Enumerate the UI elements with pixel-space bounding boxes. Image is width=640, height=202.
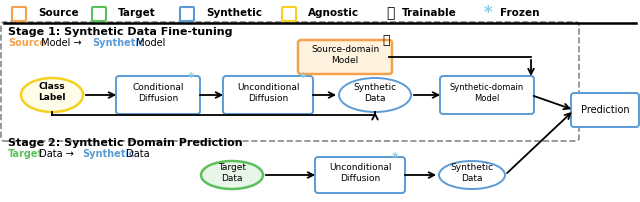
Text: 🔥: 🔥 [386,6,394,20]
Text: Synthetic
Data: Synthetic Data [353,83,397,103]
Text: Target: Target [8,149,43,159]
FancyBboxPatch shape [92,7,106,21]
FancyBboxPatch shape [116,76,200,114]
FancyBboxPatch shape [223,76,313,114]
Text: Source: Source [8,38,46,48]
Text: 🔥: 🔥 [382,35,390,47]
Text: Class
Label: Class Label [38,82,66,102]
FancyBboxPatch shape [298,40,392,74]
Text: *: * [392,152,398,164]
FancyBboxPatch shape [1,22,579,141]
Ellipse shape [201,161,263,189]
Text: Agnostic: Agnostic [308,8,359,18]
FancyBboxPatch shape [571,93,639,127]
Text: Model: Model [133,38,165,48]
Text: Synthetic: Synthetic [82,149,134,159]
Text: Unconditional
Diffusion: Unconditional Diffusion [237,83,300,103]
Text: Synthetic
Data: Synthetic Data [451,163,493,183]
Text: Conditional
Diffusion: Conditional Diffusion [132,83,184,103]
FancyBboxPatch shape [282,7,296,21]
Text: Prediction: Prediction [580,105,629,115]
Ellipse shape [439,161,505,189]
FancyBboxPatch shape [12,7,26,21]
Text: Data →: Data → [36,149,77,159]
Text: Trainable: Trainable [402,8,457,18]
Text: Synthetic-domain
Model: Synthetic-domain Model [450,83,524,103]
Text: Stage 1: Synthetic Data Fine-tuning: Stage 1: Synthetic Data Fine-tuning [8,27,232,37]
Text: *: * [484,4,492,22]
Text: Model →: Model → [38,38,84,48]
FancyBboxPatch shape [180,7,194,21]
Text: Target
Data: Target Data [218,163,246,183]
Text: Stage 2: Synthetic Domain Prediction: Stage 2: Synthetic Domain Prediction [8,138,243,148]
Ellipse shape [21,78,83,112]
Text: Source: Source [38,8,79,18]
Text: Data: Data [123,149,150,159]
Text: Synthetic: Synthetic [92,38,145,48]
FancyBboxPatch shape [440,76,534,114]
Text: *: * [188,70,195,83]
Text: Unconditional
Diffusion: Unconditional Diffusion [329,163,391,183]
Text: *: * [300,70,307,83]
FancyBboxPatch shape [315,157,405,193]
Text: Frozen: Frozen [500,8,540,18]
Ellipse shape [339,78,411,112]
Text: Source-domain
Model: Source-domain Model [311,45,379,65]
Text: Synthetic: Synthetic [206,8,262,18]
Text: Target: Target [118,8,156,18]
